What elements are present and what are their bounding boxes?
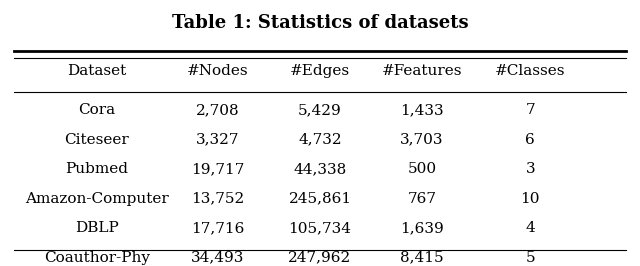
Text: 4,732: 4,732 [298,133,342,147]
Text: #Nodes: #Nodes [188,64,249,78]
Text: 4: 4 [525,221,535,235]
Text: Coauthor-Phy: Coauthor-Phy [44,251,150,265]
Text: #Features: #Features [381,64,462,78]
Text: 7: 7 [525,103,535,117]
Text: Cora: Cora [79,103,116,117]
Text: 767: 767 [408,192,436,206]
Text: 1,639: 1,639 [400,221,444,235]
Text: Dataset: Dataset [67,64,127,78]
Text: 1,433: 1,433 [400,103,444,117]
Text: 44,338: 44,338 [293,162,347,176]
Text: 13,752: 13,752 [191,192,244,206]
Text: #Classes: #Classes [495,64,566,78]
Text: DBLP: DBLP [75,221,119,235]
Text: 6: 6 [525,133,535,147]
Text: 247,962: 247,962 [289,251,351,265]
Text: Citeseer: Citeseer [65,133,129,147]
Text: 17,716: 17,716 [191,221,244,235]
Text: Pubmed: Pubmed [65,162,129,176]
Text: 19,717: 19,717 [191,162,244,176]
Text: 34,493: 34,493 [191,251,244,265]
Text: 245,861: 245,861 [289,192,351,206]
Text: 8,415: 8,415 [400,251,444,265]
Text: Table 1: Statistics of datasets: Table 1: Statistics of datasets [172,14,468,32]
Text: 5,429: 5,429 [298,103,342,117]
Text: 10: 10 [520,192,540,206]
Text: 500: 500 [408,162,436,176]
Text: 3,703: 3,703 [400,133,444,147]
Text: Amazon-Computer: Amazon-Computer [25,192,169,206]
Text: 5: 5 [525,251,535,265]
Text: 105,734: 105,734 [289,221,351,235]
Text: 2,708: 2,708 [196,103,240,117]
Text: 3,327: 3,327 [196,133,240,147]
Text: #Edges: #Edges [290,64,350,78]
Text: 3: 3 [525,162,535,176]
